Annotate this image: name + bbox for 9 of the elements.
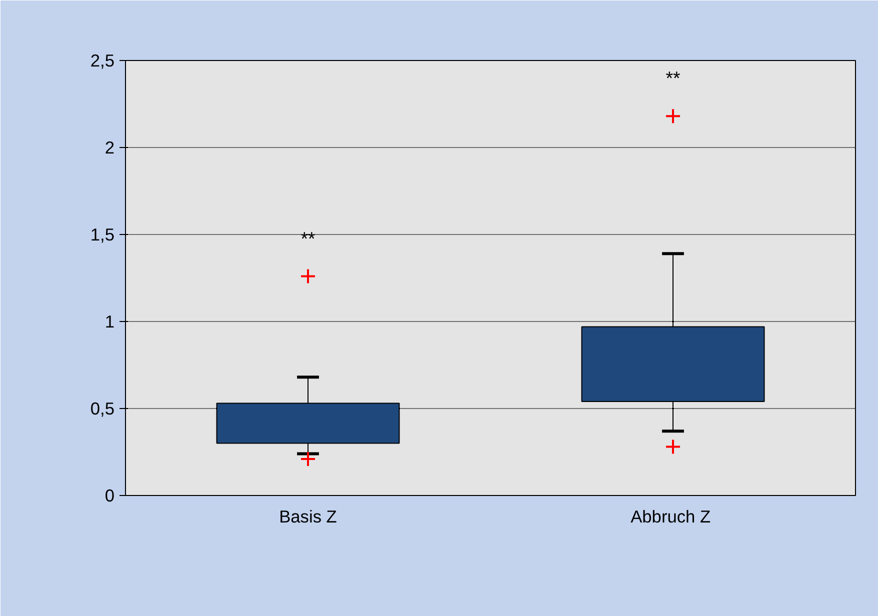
x-tick-label: Abbruch Z — [630, 506, 711, 526]
annotation: ** — [666, 68, 680, 89]
y-tick-label: 1,5 — [90, 224, 115, 244]
x-tick-label: Basis Z — [279, 506, 338, 526]
y-tick-label: 2 — [104, 138, 115, 158]
y-tick-label: 0 — [104, 486, 115, 506]
y-tick-label: 1 — [104, 312, 115, 332]
y-tick-label: 2,5 — [90, 50, 115, 70]
y-tick-label: 0,5 — [90, 398, 115, 418]
